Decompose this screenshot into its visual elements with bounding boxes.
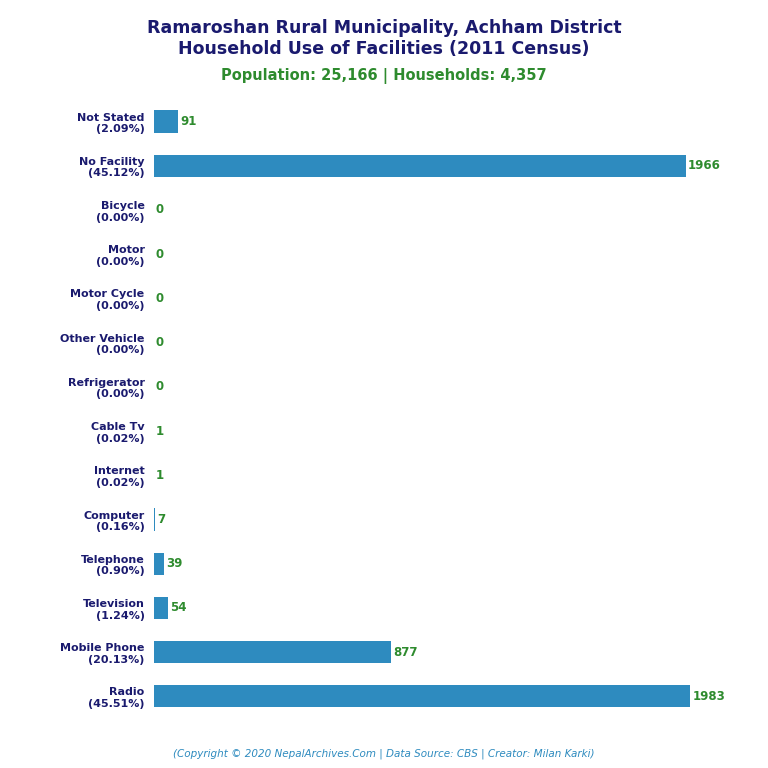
Bar <box>154 641 391 664</box>
Text: 0: 0 <box>156 336 164 349</box>
Bar <box>154 553 164 574</box>
Text: 39: 39 <box>167 558 183 570</box>
Text: (Copyright © 2020 NepalArchives.Com | Data Source: CBS | Creator: Milan Karki): (Copyright © 2020 NepalArchives.Com | Da… <box>174 748 594 759</box>
Text: 877: 877 <box>393 646 418 659</box>
Text: 0: 0 <box>156 248 164 260</box>
Text: 91: 91 <box>180 115 197 128</box>
Bar <box>154 597 168 619</box>
Text: 7: 7 <box>157 513 166 526</box>
Text: 1966: 1966 <box>688 159 720 172</box>
Text: 54: 54 <box>170 601 187 614</box>
Bar <box>154 154 686 177</box>
Bar <box>154 685 690 707</box>
Text: Household Use of Facilities (2011 Census): Household Use of Facilities (2011 Census… <box>178 40 590 58</box>
Text: 1: 1 <box>156 425 164 438</box>
Bar <box>154 508 155 531</box>
Text: 1983: 1983 <box>693 690 725 703</box>
Text: Ramaroshan Rural Municipality, Achham District: Ramaroshan Rural Municipality, Achham Di… <box>147 19 621 37</box>
Text: 0: 0 <box>156 380 164 393</box>
Bar <box>154 111 178 133</box>
Text: 0: 0 <box>156 204 164 217</box>
Text: Population: 25,166 | Households: 4,357: Population: 25,166 | Households: 4,357 <box>221 68 547 84</box>
Text: 0: 0 <box>156 292 164 305</box>
Text: 1: 1 <box>156 468 164 482</box>
